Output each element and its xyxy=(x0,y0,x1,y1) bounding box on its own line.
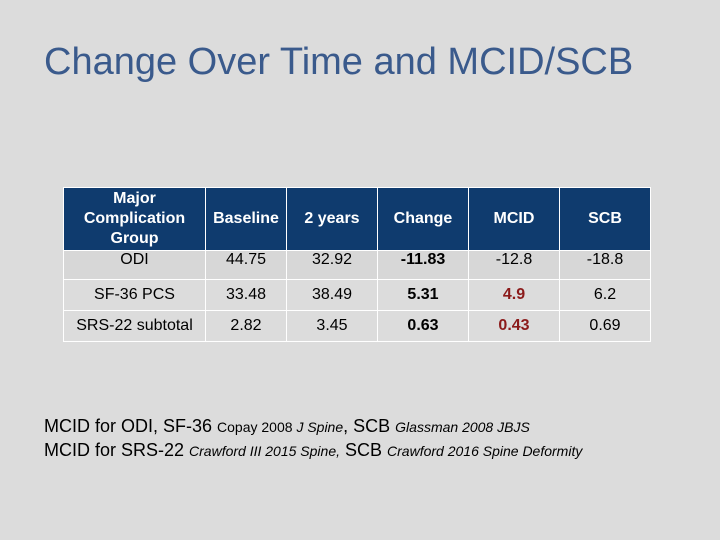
cell-change: -11.83 xyxy=(377,250,469,280)
cell-2-years: 3.45 xyxy=(286,310,378,342)
header-change: Change xyxy=(377,187,469,251)
table-row: SRS-22 subtotal 2.82 3.45 0.63 0.43 0.69 xyxy=(63,310,651,342)
header-2-years: 2 years xyxy=(286,187,378,251)
ref2-text-2: SCB xyxy=(340,440,388,460)
reference-line-2: MCID for SRS-22 Crawford III 2015 Spine,… xyxy=(44,439,704,463)
cell-scb: 0.69 xyxy=(559,310,651,342)
ref1-text: MCID for ODI, SF-36 xyxy=(44,416,218,436)
ref2-source: Crawford III 2015 Spine, xyxy=(189,443,341,459)
cell-change: 0.63 xyxy=(377,310,469,342)
cell-mcid: -12.8 xyxy=(468,250,560,280)
cell-2-years: 38.49 xyxy=(286,279,378,311)
cell-scb: 6.2 xyxy=(559,279,651,311)
cell-2-years: 32.92 xyxy=(286,250,378,280)
table-header-row: Major Complication Group Baseline 2 year… xyxy=(63,187,651,251)
cell-group: SF-36 PCS xyxy=(63,279,206,311)
cell-change: 5.31 xyxy=(377,279,469,311)
ref1-author: Copay 2008 xyxy=(217,419,297,435)
table-row: SF-36 PCS 33.48 38.49 5.31 4.9 6.2 xyxy=(63,279,651,311)
cell-group: SRS-22 subtotal xyxy=(63,310,206,342)
cell-group: ODI xyxy=(63,250,206,280)
ref2-source-2: Crawford 2016 Spine Deformity xyxy=(387,443,583,459)
cell-baseline: 33.48 xyxy=(205,279,287,311)
header-scb: SCB xyxy=(559,187,651,251)
header-mcid: MCID xyxy=(468,187,560,251)
ref1-text-2: , SCB xyxy=(343,416,396,436)
cell-mcid: 4.9 xyxy=(468,279,560,311)
references-notes: MCID for ODI, SF-36 Copay 2008 J Spine, … xyxy=(44,415,704,463)
header-baseline: Baseline xyxy=(205,187,287,251)
table-row: ODI 44.75 32.92 -11.83 -12.8 -18.8 xyxy=(63,250,651,280)
reference-line-1: MCID for ODI, SF-36 Copay 2008 J Spine, … xyxy=(44,415,704,439)
cell-baseline: 44.75 xyxy=(205,250,287,280)
header-group: Major Complication Group xyxy=(63,187,206,251)
ref2-text: MCID for SRS-22 xyxy=(44,440,190,460)
results-table: Major Complication Group Baseline 2 year… xyxy=(63,187,651,342)
cell-scb: -18.8 xyxy=(559,250,651,280)
cell-baseline: 2.82 xyxy=(205,310,287,342)
ref1-source-2: Glassman 2008 JBJS xyxy=(395,419,530,435)
slide-title: Change Over Time and MCID/SCB xyxy=(44,41,634,83)
cell-mcid: 0.43 xyxy=(468,310,560,342)
ref1-journal: J Spine xyxy=(296,419,344,435)
